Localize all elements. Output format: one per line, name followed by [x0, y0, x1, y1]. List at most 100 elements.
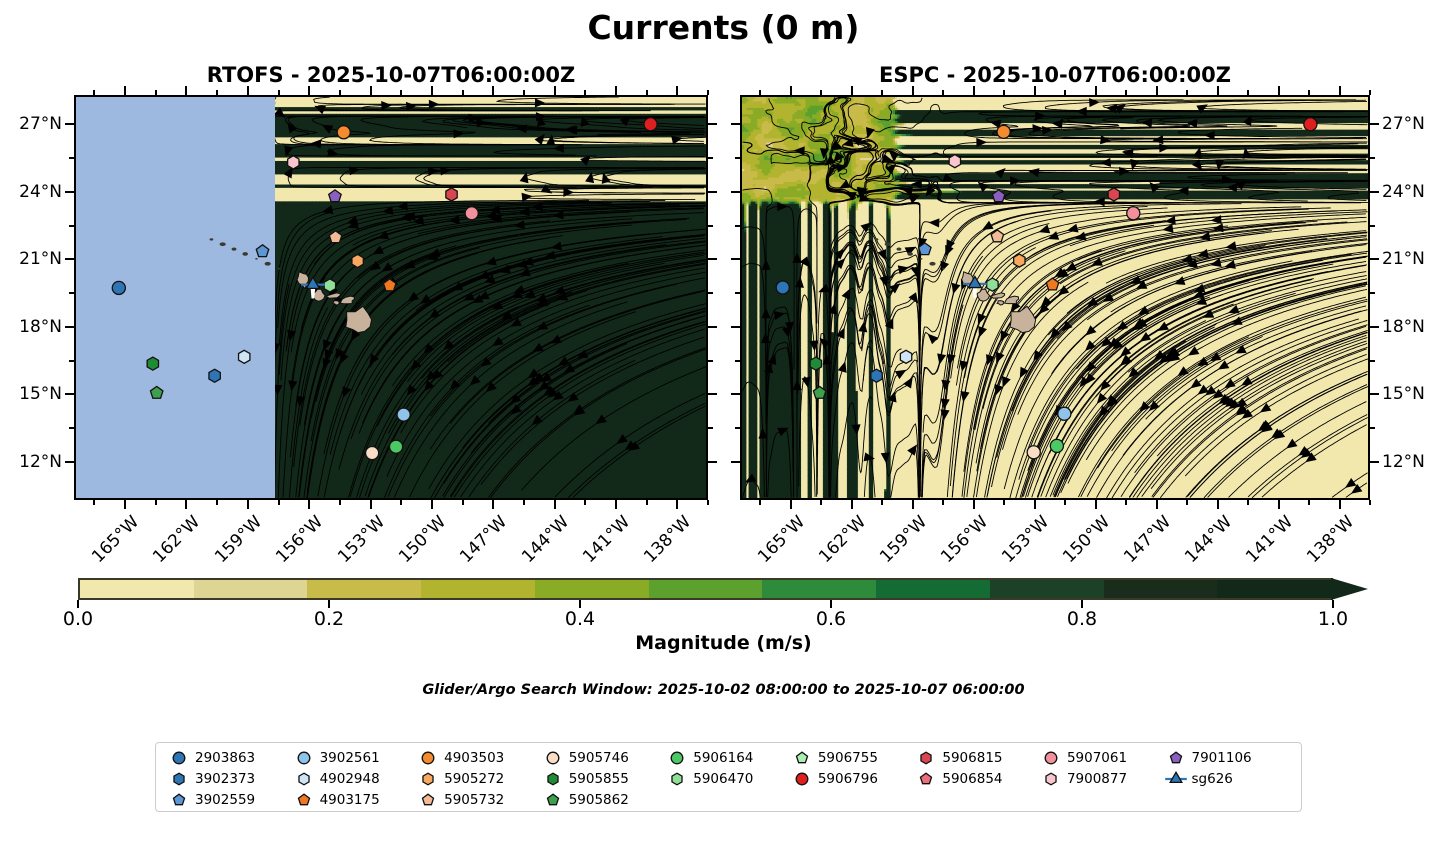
- marker-5905272[interactable]: [352, 254, 363, 267]
- legend-item-sg626[interactable]: sg626: [1167, 770, 1292, 788]
- legend-item-5906796[interactable]: 5906796: [793, 770, 918, 788]
- y-tick-minor: [69, 292, 74, 294]
- marker-7900877[interactable]: [288, 156, 299, 169]
- marker-sg626[interactable]: [301, 277, 325, 298]
- legend-item-4903503[interactable]: 4903503: [419, 749, 544, 767]
- legend-item-5905862[interactable]: 5905862: [544, 791, 669, 809]
- y-tick-major: [65, 393, 74, 395]
- marker-5905855[interactable]: [810, 357, 821, 370]
- marker-5906815[interactable]: [446, 188, 457, 201]
- legend-item-5906470[interactable]: 5906470: [668, 770, 793, 788]
- marker-3902559[interactable]: [256, 245, 268, 257]
- x-tick-minor: [155, 500, 157, 505]
- legend-item-5907061[interactable]: 5907061: [1042, 749, 1167, 767]
- y-tick-major: [731, 191, 740, 193]
- marker-5906164[interactable]: [1050, 439, 1063, 452]
- colorbar-gradient: [78, 578, 1333, 600]
- marker-5906796[interactable]: [1304, 118, 1317, 131]
- y-tick-minor: [69, 225, 74, 227]
- marker-3902373[interactable]: [209, 369, 220, 382]
- y-tick-minor: [69, 157, 74, 159]
- marker-4903503[interactable]: [337, 126, 350, 139]
- marker-5905855[interactable]: [147, 357, 158, 370]
- x-tick-label: 150°W: [1040, 512, 1114, 586]
- colorbar-tick-label: 1.0: [1298, 608, 1368, 630]
- marker-3902561[interactable]: [397, 408, 410, 421]
- espc-platform-markers[interactable]: [742, 97, 1368, 498]
- x-tick-major: [247, 86, 249, 95]
- marker-4903175[interactable]: [1046, 278, 1058, 290]
- colorbar-tick-label: 0.2: [294, 608, 364, 630]
- legend-item-4903175[interactable]: 4903175: [295, 791, 420, 809]
- marker-5905732[interactable]: [991, 230, 1003, 242]
- marker-5906796[interactable]: [644, 118, 657, 131]
- legend-label: 5906470: [693, 771, 753, 787]
- circle-marker-icon: [793, 770, 811, 788]
- legend-item-5905746[interactable]: 5905746: [544, 749, 669, 767]
- marker-7901106[interactable]: [992, 190, 1004, 202]
- marker-5905272[interactable]: [1014, 254, 1025, 267]
- marker-3902559[interactable]: [919, 243, 931, 255]
- x-tick-major: [1278, 500, 1280, 509]
- marker-5905862[interactable]: [150, 386, 162, 398]
- marker-7900877[interactable]: [949, 155, 960, 168]
- legend-item-7900877[interactable]: 7900877: [1042, 770, 1167, 788]
- y-tick-major: [65, 258, 74, 260]
- legend-item-2903863[interactable]: 2903863: [170, 749, 295, 767]
- legend-item-5905272[interactable]: 5905272: [419, 770, 544, 788]
- marker-2903863[interactable]: [112, 281, 125, 294]
- colorbar-segment-2: [307, 580, 421, 598]
- legend-item-5905732[interactable]: 5905732: [419, 791, 544, 809]
- legend-item-4902948[interactable]: 4902948: [295, 770, 420, 788]
- y-tick-major: [731, 393, 740, 395]
- legend-item-3902373[interactable]: 3902373: [170, 770, 295, 788]
- y-tick-major: [1370, 191, 1379, 193]
- legend-item-3902561[interactable]: 3902561: [295, 749, 420, 767]
- marker-3902561[interactable]: [1058, 407, 1071, 420]
- colorbar-segment-4: [535, 580, 649, 598]
- marker-5905746[interactable]: [1027, 446, 1040, 459]
- marker-2903863[interactable]: [776, 281, 789, 294]
- y-tick-major: [731, 326, 740, 328]
- colorbar-tick-label: 0.6: [796, 608, 866, 630]
- marker-4903503[interactable]: [997, 125, 1010, 138]
- legend-item-5906755[interactable]: 5906755: [793, 749, 918, 767]
- map-panel-espc[interactable]: [740, 95, 1370, 500]
- marker-7901106[interactable]: [329, 190, 341, 202]
- marker-3902373[interactable]: [871, 369, 882, 382]
- x-tick-label: 165°W: [735, 512, 809, 586]
- marker-5906470[interactable]: [987, 278, 998, 291]
- legend-label: 4903503: [444, 750, 504, 766]
- x-tick-label: 162°W: [796, 512, 870, 586]
- marker-5907061[interactable]: [1127, 207, 1140, 220]
- marker-5906815[interactable]: [1108, 188, 1119, 201]
- legend-item-5906815[interactable]: 5906815: [917, 749, 1042, 767]
- legend-label: 5906815: [942, 750, 1002, 766]
- map-panel-rtofs[interactable]: [74, 95, 708, 500]
- legend-item-7901106[interactable]: 7901106: [1167, 749, 1292, 767]
- legend-label: 5905272: [444, 771, 504, 787]
- legend-item-5906854[interactable]: 5906854: [917, 770, 1042, 788]
- legend-item-3902559[interactable]: 3902559: [170, 791, 295, 809]
- circle-marker-icon: [170, 749, 188, 767]
- panel-title-espc: ESPC - 2025-10-07T06:00:00Z: [740, 63, 1370, 87]
- marker-5905746[interactable]: [366, 447, 379, 460]
- y-tick-minor: [735, 225, 740, 227]
- marker-5907061[interactable]: [465, 207, 478, 220]
- marker-5906470[interactable]: [324, 279, 335, 292]
- legend-grid: 2903863 3902373 3902559 3902561 4902948 49031…: [170, 749, 1291, 805]
- legend-item-5906164[interactable]: 5906164: [668, 749, 793, 767]
- marker-5905732[interactable]: [329, 231, 341, 243]
- y-tick-label: 27°N: [2, 114, 62, 134]
- rtofs-platform-markers[interactable]: [76, 97, 706, 498]
- marker-4902948[interactable]: [900, 350, 911, 363]
- legend-label: 5905862: [569, 792, 629, 808]
- marker-5905862[interactable]: [813, 386, 825, 398]
- marker-5906164[interactable]: [390, 440, 403, 453]
- marker-sg626[interactable]: [963, 276, 987, 297]
- legend-item-5905855[interactable]: 5905855: [544, 770, 669, 788]
- marker-4903175[interactable]: [383, 279, 395, 291]
- colorbar-segment-10: [1217, 580, 1331, 598]
- x-tick-major: [247, 500, 249, 509]
- marker-4902948[interactable]: [239, 350, 250, 363]
